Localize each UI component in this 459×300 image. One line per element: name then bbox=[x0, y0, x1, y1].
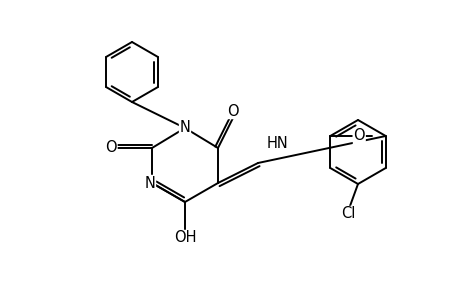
Text: O: O bbox=[227, 103, 238, 118]
Text: HN: HN bbox=[267, 136, 288, 151]
Text: Cl: Cl bbox=[340, 206, 354, 221]
Text: N: N bbox=[179, 121, 190, 136]
Text: N: N bbox=[144, 176, 155, 190]
Text: O: O bbox=[105, 140, 117, 155]
Text: OH: OH bbox=[174, 230, 196, 245]
Text: O: O bbox=[353, 128, 364, 143]
